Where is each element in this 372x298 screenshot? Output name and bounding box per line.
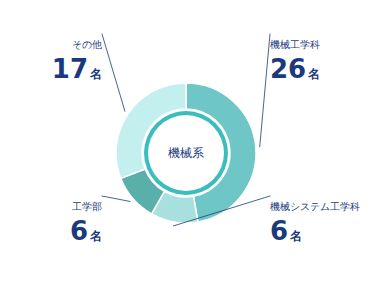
inner-ring	[144, 111, 228, 195]
category-label: 機械システム工学科	[270, 201, 360, 212]
category-label: その他	[72, 39, 102, 50]
slices	[116, 83, 256, 223]
leader-line	[260, 34, 270, 147]
value-label: 6名	[70, 216, 102, 246]
category-label: 機械工学科	[270, 39, 320, 50]
chart: 機械系 機械工学科 26名機械システム工学科 6名 工学部 6名 その他 17名	[0, 0, 372, 298]
leader-line	[102, 196, 130, 201]
value-label: 17名	[52, 54, 102, 84]
category-label: 工学部	[72, 201, 102, 212]
value-label: 26名	[270, 54, 320, 84]
value-label: 6名	[270, 216, 302, 246]
leader-line	[102, 34, 125, 111]
leader-line	[173, 196, 270, 226]
center-hole	[148, 115, 224, 191]
center-label: 機械系	[168, 146, 204, 160]
